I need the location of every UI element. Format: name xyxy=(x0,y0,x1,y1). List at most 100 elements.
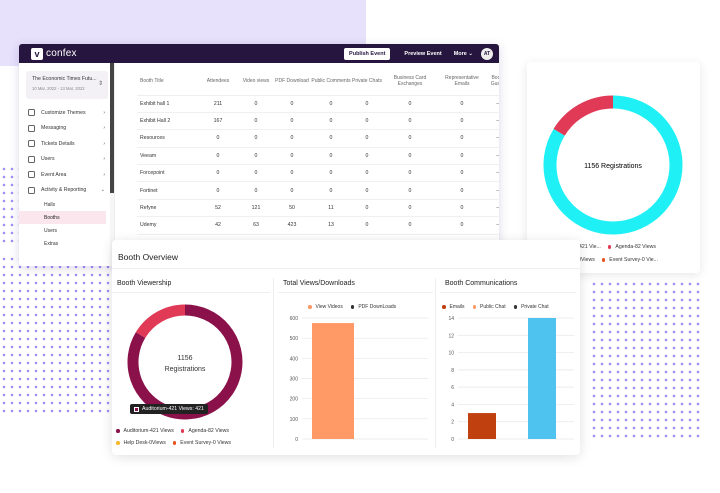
table-cell: 0 xyxy=(351,199,383,218)
legend-dot-icon xyxy=(308,305,312,309)
sidebar-item[interactable]: Users › xyxy=(19,152,114,168)
table-header: Public Comments xyxy=(311,68,351,96)
table-cell: 423 xyxy=(273,216,311,235)
legend-dot-icon xyxy=(172,441,177,445)
table-cell: 0 xyxy=(197,147,239,166)
y-tick-label: 10 xyxy=(448,351,454,357)
divider xyxy=(440,292,576,293)
table-cell: 0 xyxy=(383,112,437,131)
table-cell: 0 xyxy=(273,164,311,183)
legend-dot-icon xyxy=(513,305,518,309)
y-tick-label: 12 xyxy=(448,333,454,339)
y-tick-label: 0 xyxy=(295,437,298,442)
table-cell: -- xyxy=(487,95,499,113)
y-tick-label: 300 xyxy=(290,377,299,383)
table-cell: 0 xyxy=(197,164,239,183)
table-cell: 211 xyxy=(197,95,239,113)
chevron-icon: › xyxy=(103,171,105,178)
bar-view-videos[interactable] xyxy=(312,323,354,439)
table-cell: -- xyxy=(487,181,499,200)
sidebar-item-label: Customize Themes xyxy=(41,109,86,116)
table-cell: Exhibit hall 1 xyxy=(137,95,197,113)
donut-slice-agenda[interactable] xyxy=(135,304,186,339)
sidebar-item[interactable]: Messaging › xyxy=(19,121,114,137)
table-cell: 42 xyxy=(197,216,239,235)
sidebar-item-label: Messaging xyxy=(41,125,67,132)
table-header: Booth Guses xyxy=(487,68,499,96)
table-header: Representative Emails xyxy=(437,68,487,96)
y-tick-label: 200 xyxy=(290,397,299,403)
viewership-legend-row-1: Auditorium-421 Views Agenda-82 Views xyxy=(116,428,236,434)
table-cell: 0 xyxy=(311,164,351,183)
table-cell: 0 xyxy=(197,181,239,200)
table-cell: 0 xyxy=(273,147,311,166)
legend-dot-icon xyxy=(350,305,355,309)
table-cell: 0 xyxy=(351,216,383,235)
logo-icon: v xyxy=(31,47,43,60)
table-cell: 11 xyxy=(311,199,351,218)
communications-legend: Emails Public Chat Private Chat xyxy=(442,304,557,310)
viewership-legend-row-2: Help Desk-0Views Event Survey-0 Views xyxy=(116,440,238,446)
table-cell: 0 xyxy=(437,129,487,148)
table-cell: 0 xyxy=(311,95,351,113)
sidebar-subitem[interactable]: Users xyxy=(44,227,58,234)
more-menu[interactable]: More ⌄ xyxy=(453,50,473,57)
legend-item: Agenda-82 Views xyxy=(180,428,229,434)
legend-item: View Videos xyxy=(308,304,343,310)
donut-slice-agenda[interactable] xyxy=(553,95,614,136)
avatar[interactable]: AT xyxy=(481,47,493,60)
sidebar-item-icon xyxy=(28,109,35,117)
bar-emails[interactable] xyxy=(468,413,496,439)
table-cell: 0 xyxy=(437,112,487,131)
sidebar-item-icon xyxy=(28,140,35,148)
sidebar-item[interactable]: Activity & Reporting ⌄ xyxy=(19,183,114,199)
sidebar-item[interactable]: Event Area › xyxy=(19,167,114,183)
sidebar-item-icon xyxy=(28,155,35,163)
legend-item: PDF DownLoads xyxy=(350,304,396,310)
bar-private-chat[interactable] xyxy=(528,318,556,439)
donut-slice-auditorium[interactable] xyxy=(127,304,243,420)
table-cell: 0 xyxy=(437,147,487,166)
table-cell: 0 xyxy=(311,112,351,131)
event-selector[interactable]: The Economic Times Futu... 10 Mar, 2022 … xyxy=(26,71,108,99)
scrollbar[interactable] xyxy=(110,63,114,266)
legend-item: Agenda-82 Views xyxy=(607,244,656,250)
legend-dot-icon xyxy=(180,429,185,433)
table-cell: 0 xyxy=(383,129,437,148)
sidebar-subitem[interactable]: Extras xyxy=(44,240,59,247)
sidebar-item[interactable]: Tickets Details › xyxy=(19,136,114,152)
total-views-title: Total Views/Downloads xyxy=(283,280,355,287)
donut-slice-auditorium[interactable] xyxy=(543,95,683,235)
chevron-icon: › xyxy=(103,156,105,163)
table-cell: 0 xyxy=(383,216,437,235)
preview-event-link[interactable]: Preview Event xyxy=(404,50,442,57)
table-cell: 0 xyxy=(273,95,311,113)
publish-event-button[interactable]: Publish Event xyxy=(344,47,391,60)
booth-viewership-donut-chart: 1156 Registrations xyxy=(127,304,243,420)
table-cell: 50 xyxy=(273,199,311,218)
sidebar-subitem[interactable]: Halls xyxy=(44,201,56,208)
table-cell: Fortinet xyxy=(137,181,197,200)
sidebar-item[interactable]: Customize Themes › xyxy=(19,105,114,121)
table-cell: 0 xyxy=(437,199,487,218)
booth-table-area: Booth Title Attendees Video views PDF Downl… xyxy=(137,68,499,235)
table-cell: 0 xyxy=(383,95,437,113)
sidebar-subitem[interactable]: Booths xyxy=(19,211,106,224)
registrations-donut-chart: 1156 Registrations xyxy=(543,95,683,235)
sidebar-item-icon xyxy=(28,124,35,132)
legend-dot-icon xyxy=(607,245,612,249)
app-name: confex xyxy=(46,48,77,59)
divider xyxy=(273,278,274,448)
scrollbar-thumb[interactable] xyxy=(110,63,114,193)
table-header: PDF Download xyxy=(273,68,311,96)
legend-dot-icon xyxy=(442,305,446,309)
